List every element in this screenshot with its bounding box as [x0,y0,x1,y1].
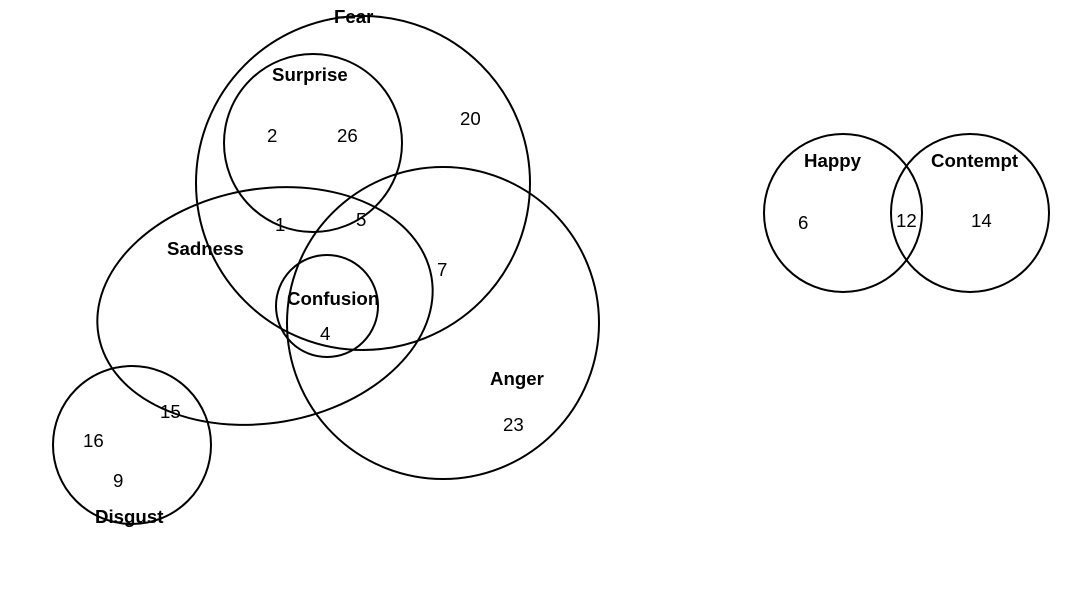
region-value: 5 [356,211,366,230]
region-value: 12 [896,212,917,231]
contempt-label: Contempt [931,152,1018,171]
sadness-label: Sadness [167,240,244,259]
happy-label: Happy [804,152,861,171]
region-value: 16 [83,432,104,451]
region-value: 15 [160,403,181,422]
region-value: 14 [971,212,992,231]
region-value: 7 [437,261,447,280]
region-value: 6 [798,214,808,233]
region-value: 23 [503,416,524,435]
venn-diagram: Fear Surprise Sadness Confusion Anger Di… [0,0,1081,590]
region-value: 26 [337,127,358,146]
disgust-label: Disgust [95,508,163,527]
region-value: 2 [267,127,277,146]
region-value: 1 [275,216,285,235]
disgust-set [52,365,212,525]
region-value: 9 [113,472,123,491]
confusion-label: Confusion [287,290,379,309]
surprise-label: Surprise [272,66,348,85]
region-value: 20 [460,110,481,129]
anger-label: Anger [490,370,544,389]
region-value: 4 [320,325,330,344]
fear-label: Fear [334,8,373,27]
